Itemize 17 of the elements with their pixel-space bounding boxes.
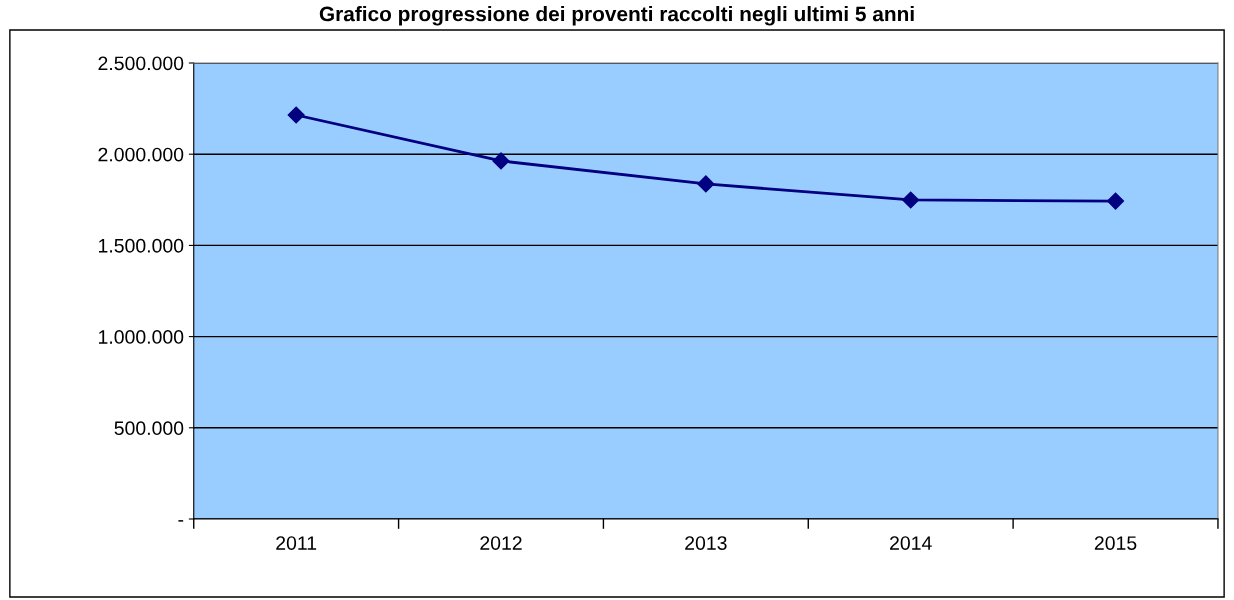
- y-tick-label: 500.000: [114, 421, 184, 436]
- x-tick-label: 2014: [890, 536, 932, 550]
- y-tick-label: 2.000.000: [98, 147, 184, 162]
- x-tick-label: 2012: [480, 536, 522, 550]
- y-tick-label: 1.500.000: [99, 238, 184, 253]
- y-tick-label: 1.000.000: [99, 330, 184, 344]
- y-tick-label: 2.500.000: [98, 56, 184, 71]
- x-tick-label: 2015: [1094, 536, 1137, 550]
- point: [697, 175, 715, 193]
- x-tick-label: 2013: [685, 536, 727, 550]
- point: [492, 152, 510, 170]
- y-tick-label: -: [178, 520, 184, 522]
- point: [287, 106, 305, 124]
- point: [902, 191, 920, 209]
- chart-title: Grafico progressione dei proventi raccolti negli ultimi 5 anni: [319, 6, 914, 26]
- point: [1106, 192, 1125, 210]
- x-tick-label: 2011: [276, 536, 317, 550]
